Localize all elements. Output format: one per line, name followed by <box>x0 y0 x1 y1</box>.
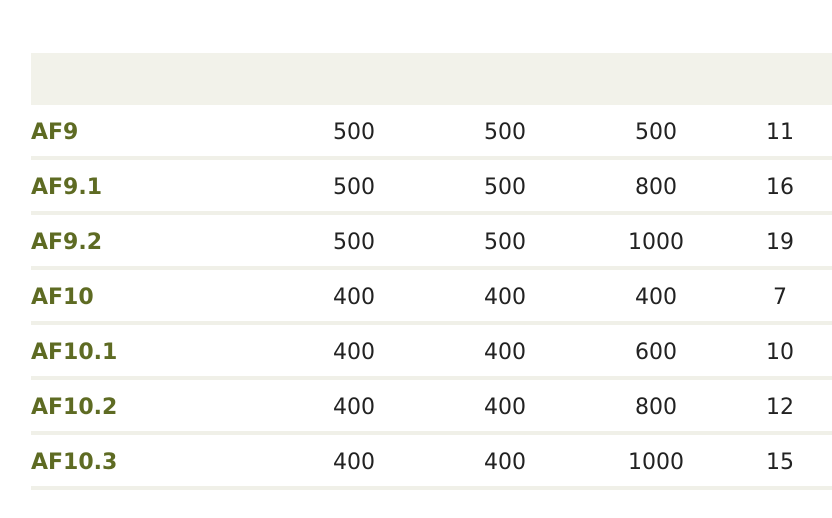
row-name-cell: AF10.2 <box>31 395 118 420</box>
value-cell: 400 <box>333 450 375 475</box>
value-cell: 400 <box>484 395 526 420</box>
value-cell: 400 <box>333 395 375 420</box>
value-cell: 400 <box>333 285 375 310</box>
value-cell: 500 <box>484 175 526 200</box>
data-table: AF9 500 500 500 11 AF9.1 500 500 800 16 AF9.2 500 50… <box>31 53 832 490</box>
value-cell: 500 <box>635 120 677 145</box>
value-cell: 800 <box>635 395 677 420</box>
value-cell: 7 <box>773 285 787 310</box>
value-cell: 800 <box>635 175 677 200</box>
row-name-cell: AF10.3 <box>31 450 118 475</box>
table-row: AF9 500 500 500 11 <box>31 105 832 160</box>
table-row: AF9.1 500 500 800 16 <box>31 160 832 215</box>
row-name-cell: AF10.1 <box>31 340 118 365</box>
value-cell: 11 <box>766 120 794 145</box>
value-cell: 10 <box>766 340 794 365</box>
value-cell: 400 <box>333 340 375 365</box>
value-cell: 600 <box>635 340 677 365</box>
value-cell: 400 <box>484 450 526 475</box>
table-row: AF9.2 500 500 1000 19 <box>31 215 832 270</box>
value-cell: 500 <box>333 175 375 200</box>
value-cell: 1000 <box>628 450 684 475</box>
value-cell: 1000 <box>628 230 684 255</box>
table-body: AF9 500 500 500 11 AF9.1 500 500 800 16 AF9.2 500 50… <box>31 105 832 490</box>
value-cell: 16 <box>766 175 794 200</box>
table-row: AF10 400 400 400 7 <box>31 270 832 325</box>
row-name-cell: AF9.2 <box>31 230 103 255</box>
value-cell: 500 <box>333 120 375 145</box>
table-header <box>31 53 832 105</box>
row-name-cell: AF9 <box>31 120 79 145</box>
row-name-cell: AF9.1 <box>31 175 103 200</box>
value-cell: 12 <box>766 395 794 420</box>
table-row: AF10.3 400 400 1000 15 <box>31 435 832 490</box>
value-cell: 500 <box>333 230 375 255</box>
value-cell: 15 <box>766 450 794 475</box>
value-cell: 400 <box>484 340 526 365</box>
value-cell: 19 <box>766 230 794 255</box>
row-name-cell: AF10 <box>31 285 94 310</box>
value-cell: 400 <box>484 285 526 310</box>
table-row: AF10.1 400 400 600 10 <box>31 325 832 380</box>
table-row: AF10.2 400 400 800 12 <box>31 380 832 435</box>
value-cell: 400 <box>635 285 677 310</box>
value-cell: 500 <box>484 120 526 145</box>
value-cell: 500 <box>484 230 526 255</box>
